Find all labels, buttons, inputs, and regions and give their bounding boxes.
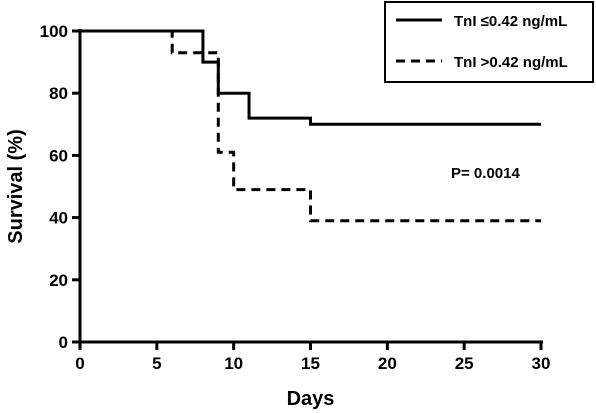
x-tick-label: 30 <box>532 354 551 373</box>
y-tick-label: 100 <box>40 22 68 41</box>
p-value-annotation: P= 0.0014 <box>451 165 520 182</box>
series-layer <box>80 29 541 223</box>
y-tick-label: 20 <box>49 271 68 290</box>
legend: TnI ≤0.42 ng/mL TnI >0.42 ng/mL <box>384 1 594 83</box>
x-tick-label: 0 <box>75 354 84 373</box>
x-tick-label: 10 <box>224 354 243 373</box>
axes: 0 5 10 15 20 25 30 0 20 40 60 80 100 <box>40 22 551 373</box>
legend-label-series-1: TnI >0.42 ng/mL <box>454 54 568 71</box>
y-tick-label: 80 <box>49 84 68 103</box>
x-tick-label: 15 <box>301 354 320 373</box>
y-tick-label: 60 <box>49 146 68 165</box>
x-tick-label: 5 <box>152 354 161 373</box>
legend-label-series-0: TnI ≤0.42 ng/mL <box>454 13 567 30</box>
y-tick-label: 40 <box>49 209 68 228</box>
series-line-0 <box>80 29 541 126</box>
x-tick-label: 20 <box>378 354 397 373</box>
x-axis-title: Days <box>287 388 335 410</box>
y-axis-title: Survival (%) <box>5 129 27 243</box>
legend-box <box>384 1 594 83</box>
x-tick-label: 25 <box>455 354 474 373</box>
y-tick-label: 0 <box>59 333 68 352</box>
